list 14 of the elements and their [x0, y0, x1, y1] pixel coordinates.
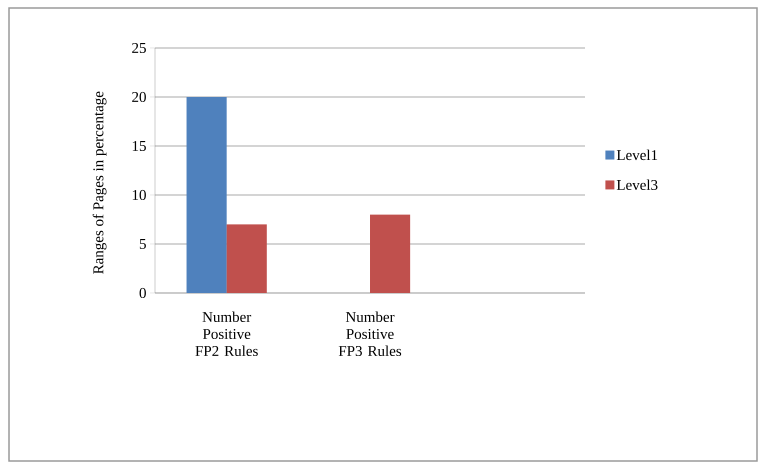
x-tick-label: Number Positive FP2 Rules	[195, 312, 258, 356]
y-tick-label: 10	[132, 190, 146, 200]
y-tick-label: 25	[132, 42, 146, 54]
y-tick-label: 15	[132, 140, 146, 152]
legend-label: Level1	[616, 150, 658, 160]
y-tick-label: 20	[132, 92, 146, 102]
x-tick-label: Number Positive FP3 Rules	[338, 312, 402, 356]
legend-label: Level3	[616, 179, 658, 190]
y-axis-title: Ranges of Pages in percentage	[92, 92, 106, 274]
y-tick-label: 0	[140, 288, 146, 298]
bar	[226, 224, 267, 293]
bar	[370, 214, 410, 293]
y-tick-label: 5	[140, 238, 146, 249]
bar	[186, 96, 227, 293]
